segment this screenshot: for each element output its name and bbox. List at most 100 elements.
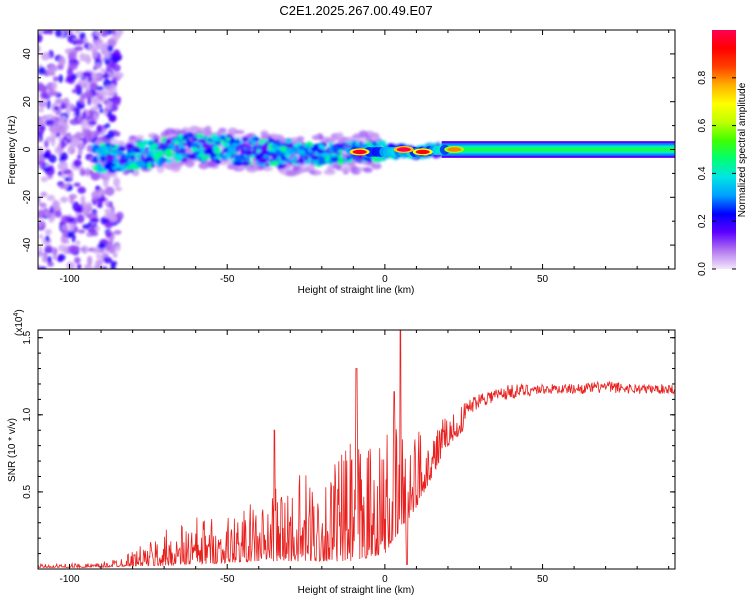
heatmap-hotspot xyxy=(415,149,430,155)
heatmap-ridge-cell xyxy=(294,160,304,164)
heatmap-ridge-cell xyxy=(241,160,251,167)
heatmap-noise-cell xyxy=(40,176,49,183)
heatmap-ridge-cell xyxy=(258,157,268,164)
heatmap-noise-cell xyxy=(101,49,107,54)
heatmap-noise-cell xyxy=(60,138,66,149)
heatmap-ridge-cell xyxy=(215,159,222,164)
heatmap-ridge-cell xyxy=(104,146,110,152)
heatmap-noise-cell xyxy=(76,263,82,269)
heatmap-noise-cell xyxy=(49,124,59,133)
heatmap-ridge-cell xyxy=(125,142,135,150)
heatmap-noise-cell xyxy=(73,182,81,187)
heatmap-noise-cell xyxy=(81,245,89,254)
heatmap-hotspot xyxy=(396,147,411,152)
heatmap-noise-cell xyxy=(75,240,81,246)
heatmap-halo-cell xyxy=(152,135,161,141)
heatmap-noise-cell xyxy=(74,39,85,45)
snr-series-line xyxy=(38,330,675,569)
heatmap-ridge-cell xyxy=(344,144,352,148)
heatmap-noise-cell xyxy=(104,222,113,229)
heatmap-noise-cell xyxy=(82,135,88,146)
snr-background xyxy=(38,330,675,569)
heatmap-noise-cell xyxy=(107,130,115,140)
heatmap-noise-cell xyxy=(74,131,83,139)
heatmap-halo-cell xyxy=(337,131,344,139)
heatmap-noise-cell xyxy=(48,65,59,73)
heatmap-noise-cell xyxy=(58,160,69,171)
heatmap-halo-cell xyxy=(227,127,238,136)
heatmap-noise-cell xyxy=(44,119,55,127)
x-tick-label: -50 xyxy=(220,274,235,285)
heatmap-noise-cell xyxy=(72,201,80,212)
heatmap-halo-cell xyxy=(261,131,268,138)
snr-scale-close: ) xyxy=(14,309,25,312)
heatmap-noise-cell xyxy=(96,124,103,133)
heatmap-noise-cell xyxy=(80,80,86,88)
heatmap-ridge-cell xyxy=(185,138,191,146)
heatmap-ridge-cell xyxy=(296,149,301,154)
heatmap-noise-cell xyxy=(42,152,50,159)
heatmap-noise-cell xyxy=(102,256,113,264)
heatmap-noise-cell xyxy=(77,148,83,156)
heatmap-ridge-cell xyxy=(261,149,270,156)
heatmap-ridge-cell xyxy=(210,135,219,141)
heatmap-ridge-cell xyxy=(133,149,142,154)
heatmap-ridge-cell xyxy=(221,142,230,148)
heatmap-ridge-cell xyxy=(305,152,315,156)
heatmap-noise-cell xyxy=(97,242,106,249)
heatmap-noise-cell xyxy=(113,49,121,57)
snr-xlabel: Height of straight line (km) xyxy=(298,585,415,596)
heatmap-noise-cell xyxy=(106,64,111,72)
heatmap-noise-cell xyxy=(67,230,75,238)
heatmap-noise-cell xyxy=(112,251,118,258)
heatmap-ridge-cell xyxy=(166,158,173,164)
heatmap-ridge-cell xyxy=(192,136,198,142)
heatmap-noise-cell xyxy=(115,211,124,221)
heatmap-halo-cell xyxy=(371,162,382,170)
heatmap-ridge-cell xyxy=(263,143,269,150)
heatmap-ridge-cell xyxy=(139,154,145,161)
heatmap-ridge-cell xyxy=(256,144,262,150)
heatmap-noise-cell xyxy=(46,194,56,201)
figure-title: C2E1.2025.267.00.49.E07 xyxy=(279,3,432,18)
x-tick-label: 0 xyxy=(382,274,388,285)
heatmap-noise-cell xyxy=(57,253,66,261)
heatmap-ridge-cell xyxy=(173,140,181,144)
heatmap-noise-cell xyxy=(104,57,111,66)
heatmap-noise-cell xyxy=(98,95,104,101)
heatmap-ridge-cell xyxy=(155,160,160,166)
heatmap-noise-cell xyxy=(90,106,100,111)
heatmap-halo-cell xyxy=(292,166,299,172)
heatmap-ridge-cell xyxy=(110,144,116,148)
heatmap-noise-cell xyxy=(101,266,108,269)
heatmap-noise-cell xyxy=(91,130,96,138)
heatmap-ridge-cell xyxy=(313,159,320,165)
heatmap-ridge-cell xyxy=(317,158,326,165)
heatmap-noise-cell xyxy=(77,204,84,213)
snr-scale-factor: (x104) xyxy=(13,309,25,336)
heatmap-ridge-cell xyxy=(310,155,320,161)
heatmap-halo-cell xyxy=(262,166,274,172)
heatmap-ridge-cell xyxy=(279,146,288,152)
heatmap-noise-cell xyxy=(104,85,114,91)
heatmap-noise-cell xyxy=(111,30,117,36)
heatmap-ridge-cell xyxy=(93,156,98,164)
heatmap-ridge-cell xyxy=(236,155,244,163)
x-tick-label: 50 xyxy=(537,274,549,285)
heatmap-noise-cell xyxy=(95,185,100,190)
heatmap-noise-cell xyxy=(79,168,87,177)
heatmap-ridge-cell xyxy=(244,149,254,157)
heatmap-ridge-cell xyxy=(126,160,132,165)
heatmap-halo-cell xyxy=(306,163,315,171)
heatmap-noise-cell xyxy=(52,81,58,91)
heatmap-noise-cell xyxy=(77,154,82,160)
colorbar-tick-label: 0.6 xyxy=(697,118,708,132)
heatmap-noise-cell xyxy=(113,71,124,79)
heatmap-ridge-cell xyxy=(267,151,276,156)
heatmap-ridge-cell xyxy=(92,165,99,171)
heatmap-ridge-cell xyxy=(178,143,185,150)
x-tick-label: 0 xyxy=(382,574,388,585)
heatmap-noise-cell xyxy=(79,32,86,40)
heatmap-ridge-cell xyxy=(187,144,193,148)
heatmap-ridge-cell xyxy=(201,156,207,162)
